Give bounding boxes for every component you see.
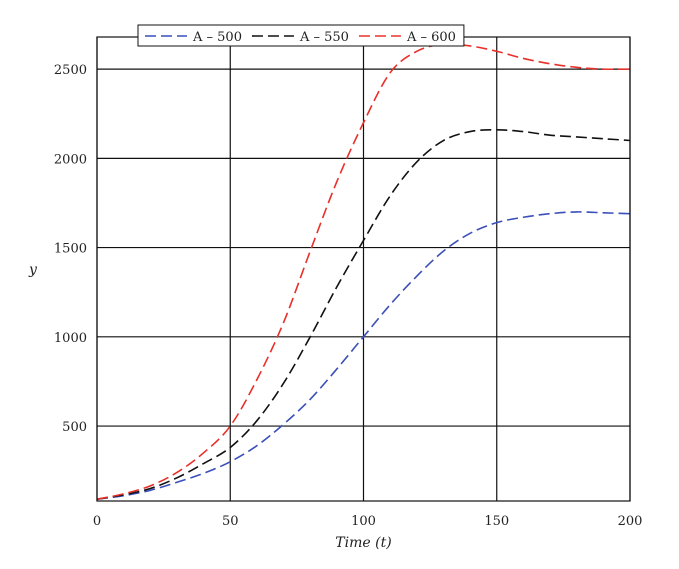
series-line-3 xyxy=(96,43,631,501)
legend-items: A – 500 A – 550 A – 600 xyxy=(145,30,456,45)
x-tick-label: 200 xyxy=(618,514,643,529)
x-tick-label: 50 xyxy=(222,514,239,529)
x-tick-label: 100 xyxy=(351,514,376,529)
y-axis-label: y xyxy=(28,262,38,278)
y-tick-label: 500 xyxy=(62,420,87,435)
series-line-1 xyxy=(96,211,631,501)
legend: A – 500 A – 550 A – 600 xyxy=(137,24,465,47)
x-tick-label: 150 xyxy=(484,514,509,529)
y-tick-label: 2500 xyxy=(54,63,87,78)
legend-label-2: A – 550 xyxy=(299,30,349,45)
y-tick-label: 1500 xyxy=(54,242,87,257)
legend-box xyxy=(137,24,465,47)
y-tick-labels: 500 1000 1500 2000 2500 xyxy=(54,63,87,435)
legend-label-3: A – 600 xyxy=(406,30,456,45)
series-lines xyxy=(96,43,631,501)
x-tick-label: 0 xyxy=(93,514,101,529)
x-tick-labels: 0 50 100 150 200 xyxy=(93,514,643,529)
x-axis-label: Time (t) xyxy=(335,535,391,551)
y-tick-label: 2000 xyxy=(54,152,87,167)
y-tick-label: 1000 xyxy=(54,331,87,346)
legend-label-1: A – 500 xyxy=(192,30,242,45)
series-line-2 xyxy=(96,128,631,501)
